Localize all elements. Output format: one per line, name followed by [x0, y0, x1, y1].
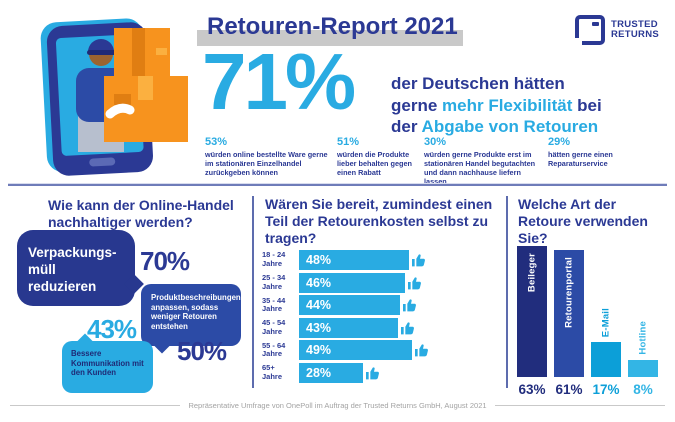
return-type-value: 61%: [555, 382, 583, 397]
hero-statement: der Deutschen hätten gerne mehr Flexibil…: [391, 73, 602, 138]
thumbs-up-icon: [400, 322, 414, 335]
substat-text: würden gerne Produkte erst im stationäre…: [424, 150, 536, 186]
return-type-label: Beileger: [526, 253, 538, 293]
bubble-product-descriptions-value: 50%: [177, 336, 227, 366]
hero-statement-line1: der Deutschen hätten: [391, 74, 565, 93]
thumbs-up-icon: [412, 254, 426, 267]
horizontal-divider: [8, 183, 667, 186]
logo-line2: RETURNS: [610, 29, 659, 40]
substat-text: würden die Produkte lieber behalten gege…: [337, 150, 413, 177]
source-note: Repräsentative Umfrage von OnePoll im Au…: [188, 401, 487, 410]
age-group-label: 65+ Jahre: [262, 364, 299, 381]
cost-share-bar: 46%: [299, 272, 405, 293]
thumbs-up-icon: [403, 299, 417, 312]
return-type-value: 8%: [633, 382, 653, 397]
cost-share-row: 18 - 24 Jahre 48%: [262, 250, 504, 270]
substat-text: würden online bestellte Ware gerne im st…: [205, 150, 328, 177]
age-unit: Jahre: [262, 304, 283, 314]
return-type-bar: E-Mail 17%: [591, 308, 621, 397]
thumbs-up-icon: [414, 344, 428, 357]
parcel-boxes: [104, 28, 188, 142]
glove-hand: [105, 103, 135, 119]
hero-stat-value: 71%: [202, 37, 356, 126]
substat-30: 30% würden gerne Produkte erst im statio…: [424, 136, 538, 186]
page-title-text: Retouren-Report 2021: [207, 13, 458, 40]
substat-51: 51% würden die Produkte lieber behalten …: [337, 136, 427, 177]
cost-share-row: 55 - 64 Jahre 49%: [262, 340, 504, 361]
cost-share-bar: 44%: [299, 295, 401, 316]
trusted-returns-logo: TRUSTED RETURNS: [572, 15, 659, 47]
age-range: 55 - 64: [262, 340, 286, 350]
age-range: 65+: [262, 363, 275, 373]
return-type-bar: Retourenportal 61%: [554, 250, 584, 397]
thumbs-up-icon: [366, 367, 380, 380]
age-range: 45 - 54: [262, 318, 286, 328]
bubble-product-descriptions: Produktbeschreibungen anpassen, sodass w…: [141, 284, 241, 346]
age-unit: Jahre: [262, 349, 283, 359]
age-group-label: 18 - 24 Jahre: [262, 251, 299, 268]
page-title: Retouren-Report 2021: [197, 13, 463, 46]
return-type-value: 63%: [518, 382, 546, 397]
cost-share-row: 45 - 54 Jahre 43%: [262, 317, 504, 338]
age-group-label: 45 - 54 Jahre: [262, 319, 299, 336]
age-group-label: 25 - 34 Jahre: [262, 273, 299, 291]
logo-wordmark: TRUSTED RETURNS: [610, 18, 659, 41]
cost-share-heading: Wären Sie bereit, zumindest einen Teil d…: [265, 196, 493, 246]
bubble-packaging-value: 70%: [140, 246, 190, 276]
age-range: 25 - 34: [262, 273, 286, 282]
bubble-communication: Bessere Kommunikation mit den Kunden: [62, 341, 153, 393]
box-logo-icon: [572, 15, 605, 47]
return-type-label: Retourenportal: [563, 257, 575, 328]
return-type-label: E-Mail: [600, 307, 612, 337]
age-unit: Jahre: [262, 371, 283, 381]
logo-line1: TRUSTED: [610, 18, 658, 30]
cost-share-bar: 48%: [299, 250, 410, 270]
substat-29: 29% hätten gerne einen Reparaturservice: [548, 136, 652, 168]
bubble-packaging: Verpackungs-müll reduzieren: [17, 230, 135, 306]
substat-value: 53%: [205, 136, 228, 148]
cost-share-row: 65+ Jahre 28%: [262, 362, 504, 383]
cost-share-bar: 43%: [299, 317, 398, 338]
age-unit: Jahre: [262, 326, 283, 336]
return-type-bar: Hotline 8%: [628, 321, 658, 397]
return-type-bars: Beileger 63% Retourenportal 61% E-Mail 17% Hot…: [517, 246, 659, 397]
return-type-label: Hotline: [637, 321, 649, 355]
footer: Repräsentative Umfrage von OnePoll im Au…: [10, 401, 665, 410]
thumbs-up-icon: [407, 276, 421, 289]
vertical-divider-right: [506, 196, 508, 388]
cost-share-row: 35 - 44 Jahre 44%: [262, 295, 504, 316]
age-range: 35 - 44: [262, 295, 286, 305]
age-unit: Jahre: [262, 259, 283, 268]
cost-share-bar: 28%: [299, 362, 364, 383]
return-type-heading: Welche Art der Retoure verwenden Sie?: [518, 196, 648, 246]
hero-statement-line2: gerne mehr Flexibilität bei: [391, 95, 602, 115]
hero-statement-line3: der Abgabe von Retouren: [391, 117, 599, 136]
substat-value: 29%: [548, 136, 571, 148]
substat-value: 51%: [337, 136, 360, 148]
cost-share-bar: 49%: [299, 340, 412, 361]
delivery-illustration: [40, 18, 188, 176]
return-type-value: 17%: [592, 382, 620, 397]
cost-share-bars: 18 - 24 Jahre 48% 25 - 34 Jahre 46% 35 - 44 Jah…: [262, 250, 504, 386]
sustainability-heading: Wie kann der Online-Handel nachhaltiger …: [48, 197, 234, 230]
age-range: 18 - 24: [262, 250, 286, 260]
vertical-divider-left: [252, 196, 254, 388]
age-unit: Jahre: [262, 281, 283, 291]
age-group-label: 35 - 44 Jahre: [262, 295, 299, 314]
age-group-label: 55 - 64 Jahre: [262, 340, 299, 359]
cost-share-row: 25 - 34 Jahre 46%: [262, 272, 504, 293]
substat-text: hätten gerne einen Reparaturservice: [548, 150, 613, 168]
substat-53: 53% würden online bestellte Ware gerne i…: [205, 136, 337, 177]
bubble-communication-value: 43%: [87, 314, 137, 344]
substat-value: 30%: [424, 136, 447, 148]
return-type-bar: Beileger 63%: [517, 246, 547, 397]
